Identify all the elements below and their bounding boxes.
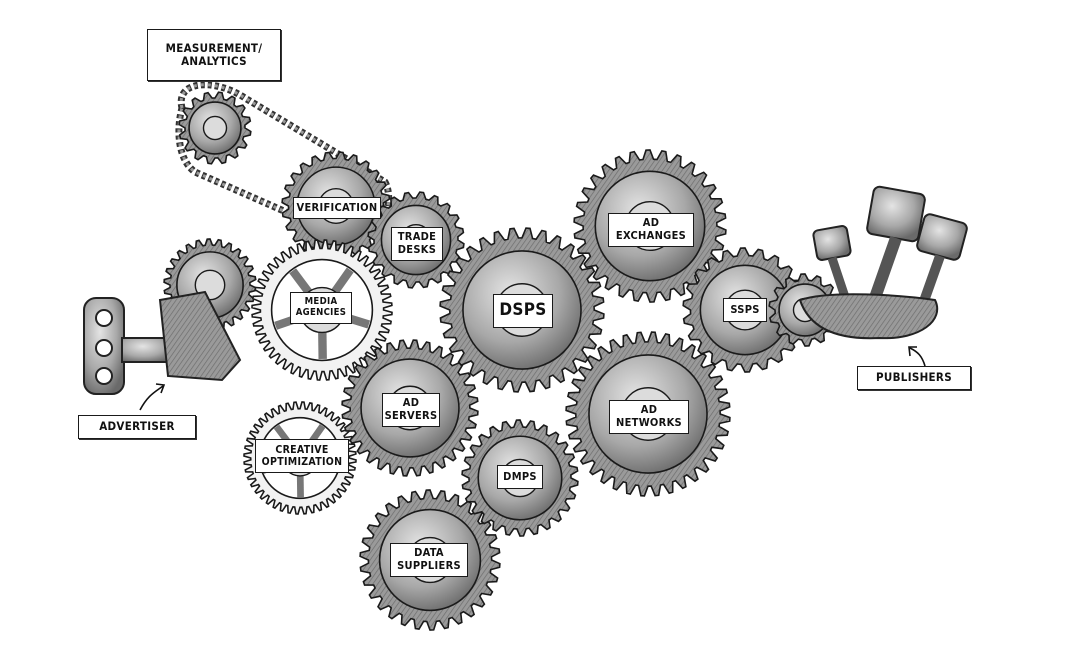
- dsps-label: DSPS: [493, 294, 553, 328]
- ad-networks-label: AD NETWORKS: [609, 400, 689, 434]
- engine-pistons-icon: [798, 185, 968, 340]
- ad-servers-label: AD SERVERS: [382, 393, 440, 427]
- advertiser-label: ADVERTISER: [78, 415, 196, 439]
- publishers-label: PUBLISHERS: [857, 366, 971, 390]
- dmps-label: DMPS: [497, 465, 543, 489]
- ad-exchanges-label: AD EXCHANGES: [608, 213, 694, 247]
- creative-optimization-label: CREATIVE OPTIMIZATION: [255, 439, 349, 473]
- data-suppliers-label: DATA SUPPLIERS: [390, 543, 468, 577]
- trade-desks-label: TRADE DESKS: [391, 227, 443, 261]
- measurement-analytics-label: MEASUREMENT/ ANALYTICS: [147, 29, 281, 81]
- media-agencies-label: MEDIA AGENCIES: [290, 292, 352, 324]
- verification-label: VERIFICATION: [293, 197, 381, 219]
- ssps-label: SSPS: [723, 298, 767, 322]
- wind-up-key-icon: [83, 290, 242, 395]
- measurement-sprocket: [178, 91, 252, 165]
